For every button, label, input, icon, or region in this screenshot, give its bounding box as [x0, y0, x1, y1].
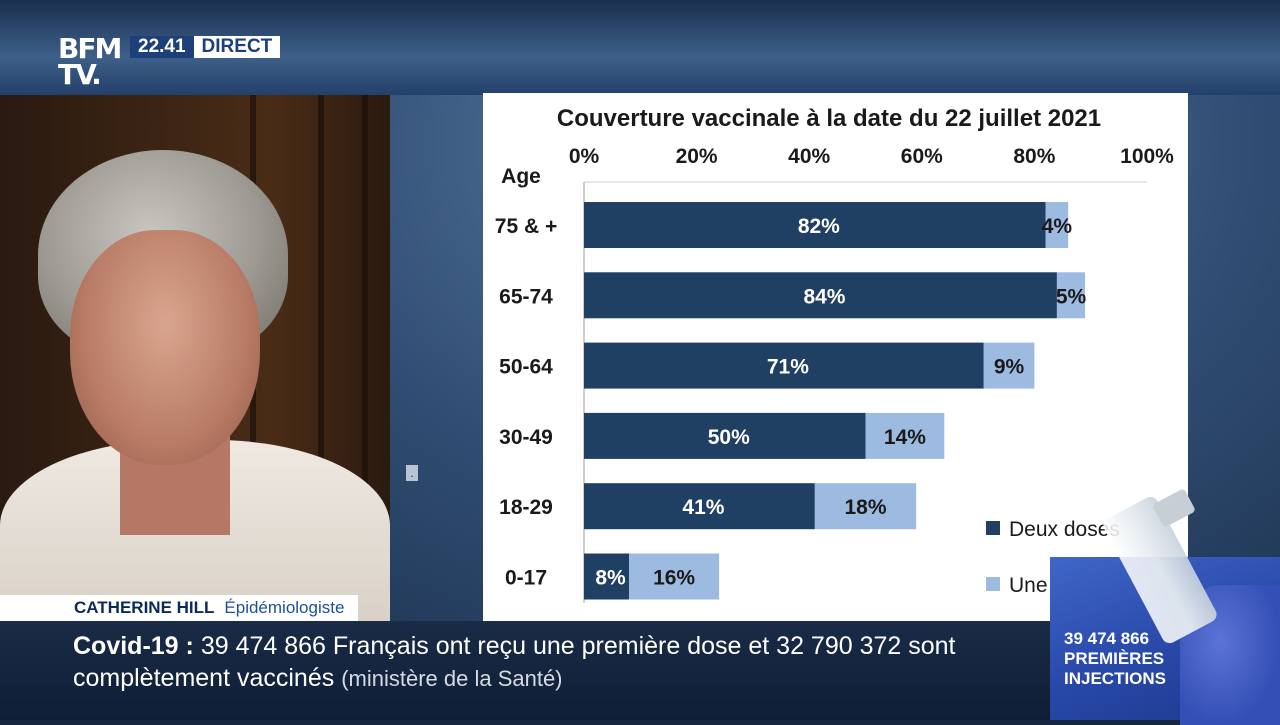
- category-label: 75 & +: [495, 215, 557, 238]
- legend-label-deux-doses: Deux doses: [1009, 518, 1120, 541]
- data-label-une-dose: 5%: [1056, 285, 1087, 308]
- channel-logo: BFM TV.: [58, 32, 128, 92]
- bar-deux-doses: [584, 483, 815, 530]
- bar-une-dose: [1056, 272, 1086, 319]
- ticker-keyword: Covid-19: [73, 632, 179, 660]
- logo-line-1: BFM: [58, 32, 122, 65]
- axis-tick-label: 40%: [788, 145, 830, 168]
- vaccination-chart-card: Couverture vaccinale à la date du 22 jui…: [483, 93, 1188, 621]
- legend-swatch-une-dose: [986, 577, 1000, 591]
- background-panel-line: [318, 95, 324, 495]
- clock-time: 22.41: [130, 36, 194, 58]
- axis-tick-label: 100%: [1120, 145, 1174, 168]
- data-label-une-dose: 14%: [884, 426, 926, 449]
- injections-line2: PREMIÈRES: [1064, 649, 1165, 668]
- bar-une-dose: [629, 553, 720, 600]
- bar-deux-doses: [584, 553, 630, 600]
- category-label: 18-29: [499, 496, 553, 519]
- bar-une-dose: [1045, 202, 1069, 248]
- axis-tick-label: 80%: [1013, 145, 1055, 168]
- ticker-text-block: Covid-19 : 39 474 866 Français ont reçu …: [73, 630, 1033, 695]
- bar-deux-doses: [584, 202, 1046, 248]
- guest-name-strip: CATHERINE HILL Épidémiologiste: [0, 595, 413, 621]
- live-label: DIRECT: [193, 36, 281, 58]
- data-label-deux-doses: 41%: [682, 496, 724, 519]
- bar-deux-doses: [584, 272, 1057, 319]
- legend-label-une-dose: Une: [1009, 574, 1048, 597]
- legend-swatch-deux-doses: [986, 521, 1000, 535]
- vaccination-chart: Couverture vaccinale à la date du 22 jui…: [495, 105, 1174, 603]
- data-label-deux-doses: 50%: [708, 426, 750, 449]
- background-panel-line: [362, 95, 368, 495]
- data-label-deux-doses: 82%: [798, 215, 840, 238]
- data-label-deux-doses: 8%: [595, 567, 626, 590]
- live-badge: 22.41 DIRECT: [130, 36, 281, 58]
- category-label: 0-17: [505, 567, 547, 590]
- bar-une-dose: [814, 483, 917, 530]
- axis-tick-label: 0%: [569, 145, 600, 168]
- ticker-separator: :: [185, 632, 194, 660]
- axis-tick-label: 60%: [901, 145, 943, 168]
- guest-face: [70, 230, 260, 465]
- logo-line-2: TV.: [58, 58, 102, 91]
- category-axis-label: Age: [501, 165, 541, 188]
- data-label-deux-doses: 71%: [767, 356, 809, 379]
- bar-une-dose: [865, 412, 945, 459]
- bar-deux-doses: [584, 412, 866, 459]
- category-label: 50-64: [499, 356, 553, 379]
- guest-name: CATHERINE HILL: [0, 595, 221, 621]
- guest-role: Épidémiologiste: [220, 595, 359, 621]
- category-label: 30-49: [499, 426, 553, 449]
- category-label: 65-74: [499, 285, 553, 308]
- injections-line3: INJECTIONS: [1064, 669, 1167, 688]
- small-marker: .: [406, 465, 418, 481]
- guest-video-feed: [0, 95, 390, 625]
- chart-title: Couverture vaccinale à la date du 22 jui…: [557, 105, 1101, 132]
- bar-deux-doses: [584, 342, 984, 389]
- ticker-headline: 39 474 866 Français ont reçu une premièr…: [73, 632, 956, 692]
- data-label-une-dose: 9%: [994, 356, 1025, 379]
- ticker-source: (ministère de la Santé): [341, 666, 563, 691]
- bar-une-dose: [983, 342, 1035, 389]
- injections-count: 39 474 866: [1064, 629, 1150, 648]
- injections-text: 39 474 866 PREMIÈRES INJECTIONS: [1064, 629, 1166, 689]
- data-label-deux-doses: 84%: [803, 285, 845, 308]
- data-label-une-dose: 16%: [653, 567, 695, 590]
- axis-tick-label: 20%: [676, 145, 718, 168]
- data-label-une-dose: 4%: [1042, 215, 1073, 238]
- data-label-une-dose: 18%: [844, 496, 886, 519]
